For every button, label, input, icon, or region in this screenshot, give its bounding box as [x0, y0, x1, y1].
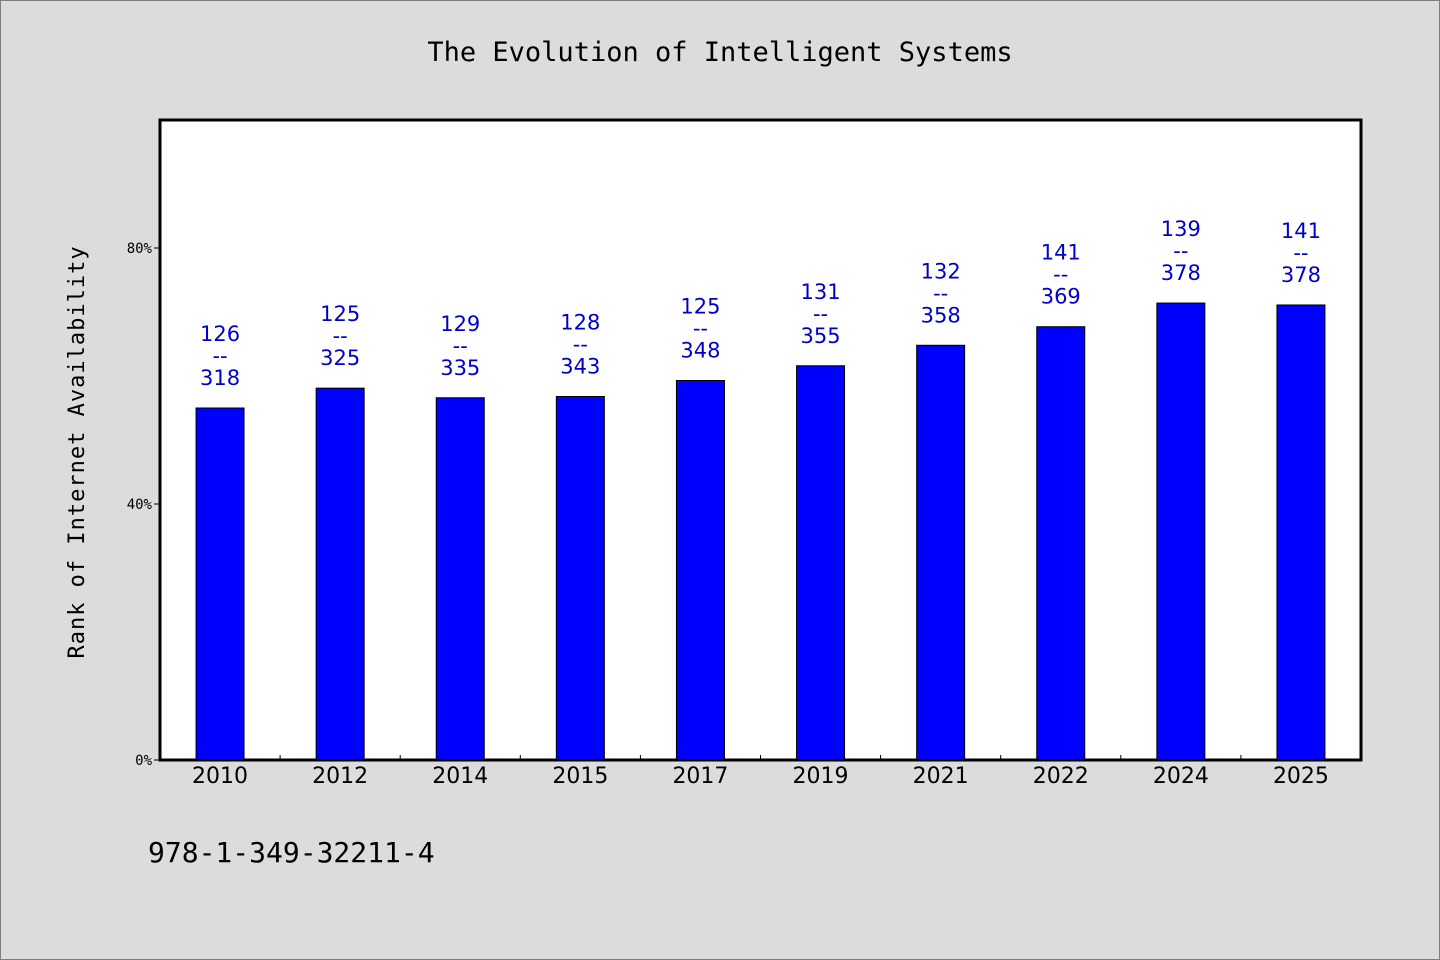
x-tick-label: 2022: [1033, 764, 1089, 789]
x-tick-label: 2021: [913, 764, 969, 789]
x-tick-label: 2025: [1273, 764, 1329, 789]
data-label-bottom: 378: [1161, 261, 1201, 285]
data-label-top: 141: [1041, 241, 1081, 265]
data-label-separator: --: [813, 302, 828, 326]
data-label-bottom: 325: [320, 346, 360, 370]
footer-isbn: 978-1-349-32211-4: [148, 836, 435, 869]
data-label-bottom: 343: [560, 354, 600, 378]
bar: [555, 395, 605, 761]
x-tick-label: 2017: [672, 764, 728, 789]
data-label-separator: --: [453, 334, 468, 358]
data-label-separator: --: [1173, 239, 1188, 263]
x-tick-label: 2024: [1153, 764, 1209, 789]
data-label-separator: --: [212, 344, 227, 368]
bar: [315, 387, 365, 761]
data-label-top: 139: [1161, 217, 1201, 241]
bar: [195, 407, 245, 761]
data-label-separator: --: [1053, 263, 1068, 287]
data-label-bottom: 355: [801, 324, 841, 348]
y-tick-label: 40%: [127, 497, 153, 513]
y-tick-label: 80%: [127, 241, 153, 257]
data-label-top: 128: [560, 310, 600, 334]
bar: [675, 379, 725, 761]
data-label-top: 125: [320, 302, 360, 326]
data-label-bottom: 348: [680, 338, 720, 362]
bar: [435, 397, 485, 761]
data-label-top: 125: [680, 294, 720, 318]
x-tick-label: 2010: [192, 764, 248, 789]
data-label-separator: --: [573, 332, 588, 356]
y-axis-label: Rank of Internet Availability: [65, 245, 90, 658]
data-label-top: 126: [200, 322, 240, 346]
data-label-separator: --: [1293, 241, 1308, 265]
data-label-bottom: 358: [921, 303, 961, 327]
y-tick-label: 0%: [135, 753, 152, 769]
bar: [1036, 326, 1086, 761]
x-tick-label: 2015: [552, 764, 608, 789]
bar: [1276, 304, 1326, 761]
data-label-top: 132: [921, 259, 961, 283]
x-tick-label: 2014: [432, 764, 488, 789]
data-label-top: 129: [440, 312, 480, 336]
bar: [916, 344, 966, 761]
bar: [796, 365, 846, 761]
chart-title: The Evolution of Intelligent Systems: [427, 37, 1012, 68]
x-tick-label: 2019: [793, 764, 849, 789]
x-tick-label: 2012: [312, 764, 368, 789]
data-label-bottom: 318: [200, 366, 240, 390]
chart-marks: 0%40%80%126--3182010125--3252012129--335…: [127, 217, 1329, 789]
data-label-bottom: 335: [440, 356, 480, 380]
data-label-top: 141: [1281, 219, 1321, 243]
data-label-bottom: 369: [1041, 285, 1081, 309]
data-label-separator: --: [333, 324, 348, 348]
data-label-separator: --: [693, 316, 708, 340]
data-label-top: 131: [801, 280, 841, 304]
bar: [1156, 302, 1206, 761]
data-label-separator: --: [933, 281, 948, 305]
data-label-bottom: 378: [1281, 263, 1321, 287]
